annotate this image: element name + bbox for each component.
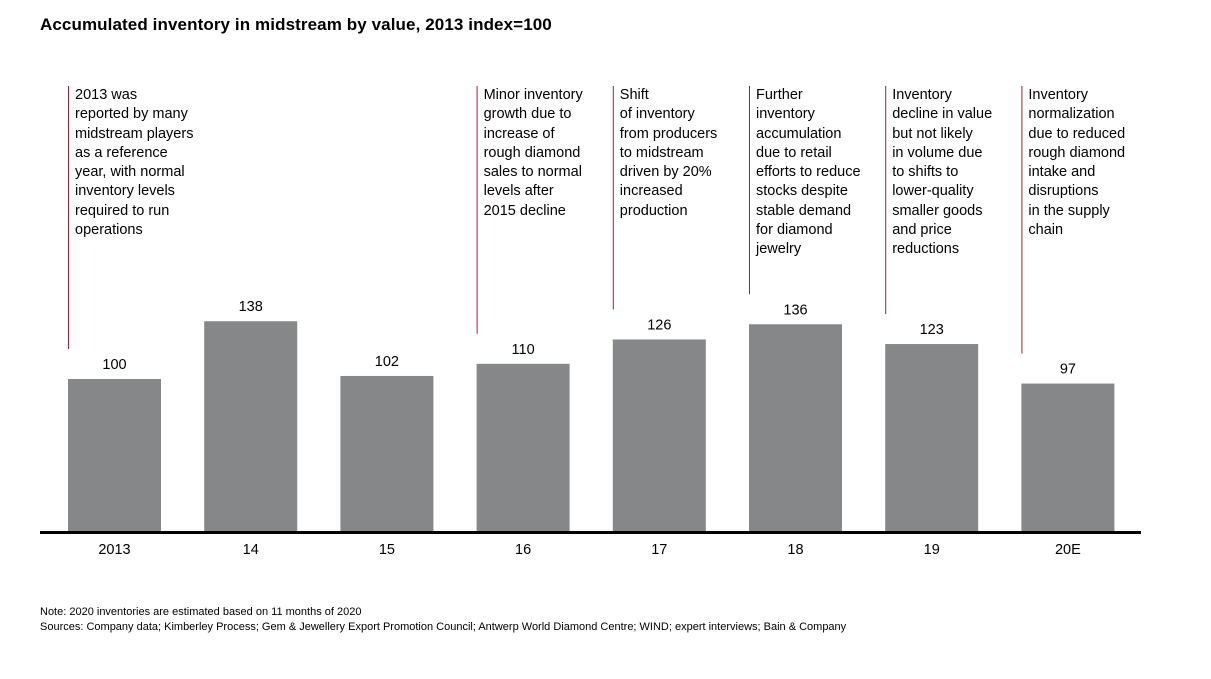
annotation-line-text: intake and [1028, 164, 1096, 181]
bar-19 [885, 344, 979, 531]
bar-15 [340, 375, 434, 531]
annotation-line-text: due to retail [756, 144, 832, 161]
category-label-15: 15 [379, 542, 395, 558]
annotation-2013: 2013 was reported by many midstream player… [75, 86, 193, 240]
annotation-line-text: levels after [483, 183, 554, 200]
annotation-line-text: but not likely [892, 125, 973, 142]
value-label-19: 123 [920, 322, 944, 338]
annotation-line-text: of inventory [619, 106, 695, 123]
annotation-line-text: Minor inventory [483, 87, 583, 103]
bar-20E [1021, 383, 1115, 531]
annotation-line-text: production [619, 202, 688, 219]
footnote-sources: Sources: Company data; Kimberley Process… [40, 621, 847, 633]
annotation-line-text: decline in value [892, 106, 993, 123]
annotation-line-text: jewelry [756, 241, 802, 258]
bar-2013 [68, 379, 161, 531]
annotation-line-text: normalization [1028, 106, 1115, 123]
category-label-16: 16 [515, 542, 531, 558]
annotation-line-text: operations [75, 222, 143, 239]
annotation-line-text: stable demand [756, 202, 852, 219]
annotation-line-text: inventory [756, 106, 815, 123]
annotation-line-text: inventory levels [75, 183, 175, 200]
annotation-line-text: chain [1028, 222, 1064, 239]
bar-18 [749, 324, 842, 531]
value-label-20E: 97 [1060, 362, 1076, 378]
annotation-line-text: increase of [483, 125, 555, 142]
annotation-line-text: reductions [892, 241, 960, 258]
annotation-line-text: lower-quality [892, 183, 974, 200]
category-label-19: 19 [924, 542, 940, 558]
value-label-17: 126 [647, 317, 671, 333]
bar-16 [476, 363, 570, 531]
annotation-line-text: due to reduced [1028, 125, 1126, 142]
annotation-line-text: from producers [619, 125, 718, 142]
annotation-line-text: Further [756, 87, 803, 103]
annotation-16: Minor inventory growth due to increase of r… [484, 86, 583, 221]
annotation-line-text: 2013 was [75, 87, 138, 103]
annotation-line-text: accumulation [756, 125, 842, 142]
bar-14 [204, 321, 298, 531]
annotation-line-text: sales to normal [483, 164, 582, 181]
annotation-line-text: to midstream [619, 144, 704, 161]
annotation-line-text: required to run [75, 202, 170, 219]
annotation-line-text: smaller goods [892, 202, 983, 219]
category-label-17: 17 [651, 542, 667, 558]
category-label-20E: 20E [1055, 542, 1081, 558]
category-label-14: 14 [243, 542, 259, 558]
annotation-line-text: 2015 decline [483, 202, 566, 219]
annotation-line-text: disruptions [1028, 183, 1099, 200]
annotation-line-text: Shift [619, 87, 649, 103]
value-label-18: 136 [783, 302, 807, 318]
annotation-line-text: Inventory [892, 87, 952, 103]
annotation-line-text: driven by 20% [619, 164, 712, 181]
annotation-line-text: midstream players [75, 125, 194, 142]
annotation-18: Further inventory accumulation due to retai… [756, 86, 861, 260]
annotation-line-text: reported by many [75, 106, 188, 123]
annotation-19: Inventory decline in value but not likely i… [892, 86, 992, 260]
footnote-note: Note: 2020 inventories are estimated bas… [40, 606, 362, 618]
annotation-line-text: in the supply [1028, 202, 1110, 219]
annotation-line-text: for diamond [756, 222, 833, 239]
bar-chart: 100 2013 138 14 102 15 110 16 126 17 136 18 123 19 97 2… [40, 86, 1141, 558]
category-label-2013: 2013 [98, 542, 130, 558]
annotation-line-text: growth due to [483, 106, 572, 123]
annotation-line-text: rough diamond [483, 144, 581, 161]
category-label-18: 18 [787, 542, 803, 558]
annotation-20E: Inventory normalization due to reduced roug… [1028, 86, 1125, 240]
annotation-17: Shift of inventory from producers to midstr… [620, 86, 718, 221]
annotation-line-text: rough diamond [1028, 144, 1126, 161]
value-label-2013: 100 [102, 357, 126, 373]
value-label-16: 110 [512, 342, 535, 358]
footnotes: Note: 2020 inventories are estimated bas… [40, 605, 846, 635]
value-label-14: 138 [239, 299, 263, 315]
chart-title: Accumulated inventory in midstream by va… [40, 15, 552, 34]
annotation-line-text: to shifts to [892, 164, 959, 181]
annotation-line-text: Inventory [1028, 87, 1089, 103]
annotation-line-text: and price [892, 222, 952, 239]
annotation-line-text: year, with normal [75, 164, 185, 181]
value-label-15: 102 [375, 354, 399, 370]
annotation-line-text: efforts to reduce [756, 164, 861, 181]
annotation-line-text: increased [619, 183, 683, 200]
annotation-line-text: stocks despite [756, 183, 848, 200]
annotation-line-text: as a reference [75, 144, 168, 161]
bar-17 [612, 339, 706, 531]
annotation-line-text: in volume due [892, 144, 983, 161]
